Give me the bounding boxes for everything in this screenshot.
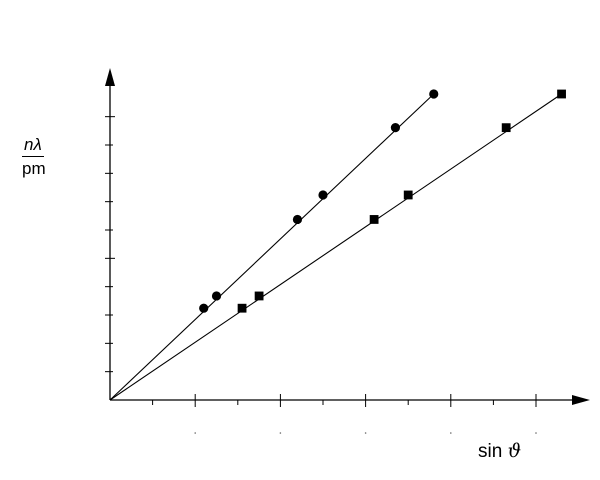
y-axis-label-lambda: λ (33, 135, 42, 154)
fit-line-2 (109, 93, 562, 401)
x-tick-label-mark (279, 432, 282, 434)
data-point-square (557, 89, 566, 99)
y-axis-label-n: n (24, 135, 34, 154)
fit-line-1 (109, 93, 435, 401)
data-point-circle (429, 89, 439, 99)
data-point-circle (318, 190, 328, 200)
data-point-square (403, 190, 413, 200)
data-point-circle (390, 123, 401, 133)
x-tick-label-mark (450, 432, 452, 434)
data-point-square (254, 291, 264, 301)
data-point-square (237, 303, 247, 313)
y-axis-label-unit: pm (22, 159, 46, 178)
x-axis-label-text: sin (478, 441, 503, 462)
x-axis-label: sin ϑ (478, 440, 521, 463)
y-axis-arrowhead (105, 68, 115, 86)
data-point-square (369, 215, 379, 224)
x-axis-arrowhead (572, 395, 590, 405)
data-point-circle (292, 214, 303, 225)
x-axis-label-symbol: ϑ (507, 440, 522, 462)
data-point-circle (211, 291, 222, 301)
x-tick-label-mark (364, 432, 367, 434)
x-tick-label-mark (535, 432, 537, 434)
data-point-circle (199, 303, 209, 313)
x-tick-label-mark (194, 432, 196, 434)
data-point-square (501, 123, 511, 133)
y-axis-label: nλ pm (22, 134, 62, 181)
